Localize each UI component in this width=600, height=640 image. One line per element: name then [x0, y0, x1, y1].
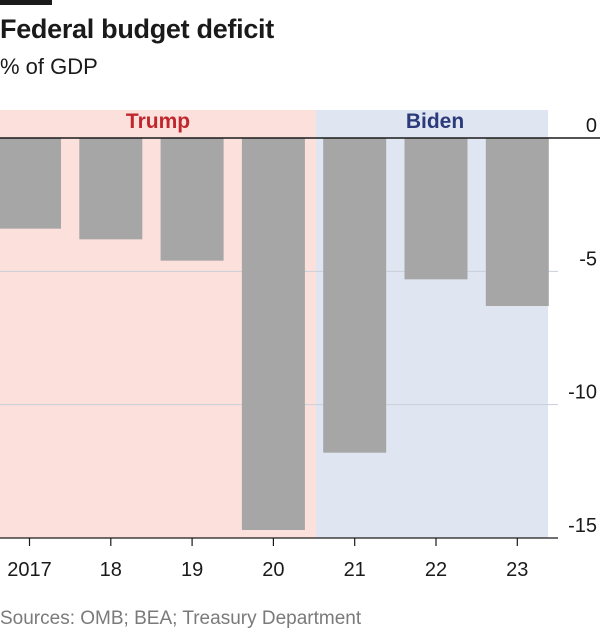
period-label-trump: Trump [126, 110, 190, 133]
bar-19 [160, 138, 224, 261]
period-label-biden: Biden [406, 110, 464, 133]
bar-23 [485, 138, 549, 306]
x-tick-label-22: 22 [425, 559, 447, 581]
x-tick-label-19: 19 [181, 559, 203, 581]
y-tick-label: -5 [579, 248, 597, 270]
bar-chart: 2017 18 19 20 21 22 23 0 -5 -10 -15 Trump Biden [0, 110, 600, 581]
chart-title: Federal budget deficit [0, 14, 274, 44]
bar-21 [323, 138, 387, 453]
bar-20 [241, 138, 305, 530]
bar-22 [404, 138, 468, 280]
source-note: Sources: OMB; BEA; Treasury Department [0, 608, 362, 629]
y-tick-label: -15 [568, 515, 597, 537]
x-tick-label-18: 18 [100, 559, 122, 581]
bar-2017 [0, 138, 61, 229]
chart-subtitle: % of GDP [0, 54, 98, 79]
x-tick-label-2017: 2017 [7, 559, 52, 581]
y-tick-label: -10 [568, 382, 597, 404]
x-tick-label-20: 20 [262, 559, 284, 581]
y-tick-label: 0 [586, 115, 597, 137]
x-tick-label-21: 21 [344, 559, 366, 581]
x-tick-label-23: 23 [506, 559, 528, 581]
top-rule [0, 0, 52, 5]
bar-18 [79, 138, 143, 240]
